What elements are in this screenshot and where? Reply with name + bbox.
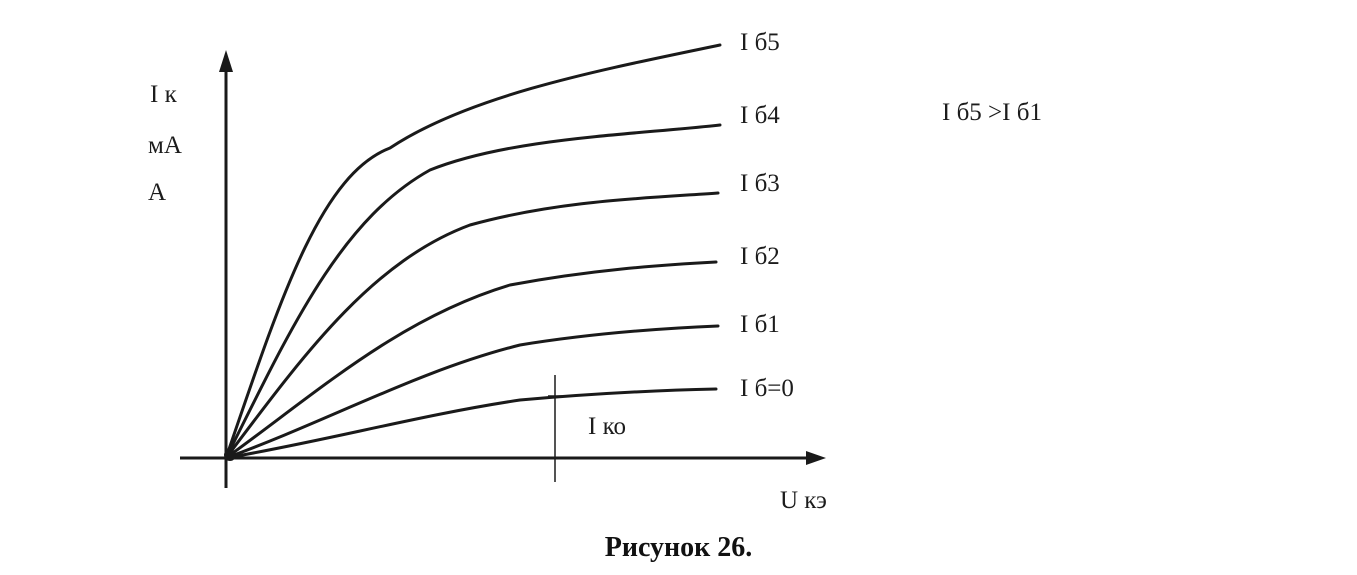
curve-ib4 xyxy=(224,123,722,460)
curve-label-ib0: I б=0 xyxy=(740,375,794,402)
x-axis-arrowhead xyxy=(806,451,826,465)
curve-label-ib5: I б5 xyxy=(740,29,780,56)
curve-ib2 xyxy=(224,260,718,460)
y-axis-label-line-3: А xyxy=(148,179,167,206)
figure-caption: Рисунок 26. xyxy=(604,532,753,563)
curve-label-ib4: I б4 xyxy=(740,102,780,129)
y-axis-label-line-2: мА xyxy=(148,132,182,159)
x-axis-label: U кэ xyxy=(780,487,827,514)
curve-ib3 xyxy=(224,191,720,460)
curve-ib1 xyxy=(224,324,720,460)
y-axis-arrowhead xyxy=(219,50,233,72)
ico-marker-label: I ко xyxy=(588,413,626,440)
relation-note: I б5 >I б1 xyxy=(942,99,1042,126)
curve-label-ib3: I б3 xyxy=(740,170,780,197)
curve-label-ib2: I б2 xyxy=(740,243,780,270)
curve-ib5 xyxy=(224,43,722,460)
curves-group xyxy=(224,43,722,460)
curve-label-ib1: I б1 xyxy=(740,311,780,338)
curve-ib0 xyxy=(224,387,718,460)
origin-point xyxy=(224,449,236,461)
y-axis-label-line-1: I к xyxy=(150,81,177,108)
